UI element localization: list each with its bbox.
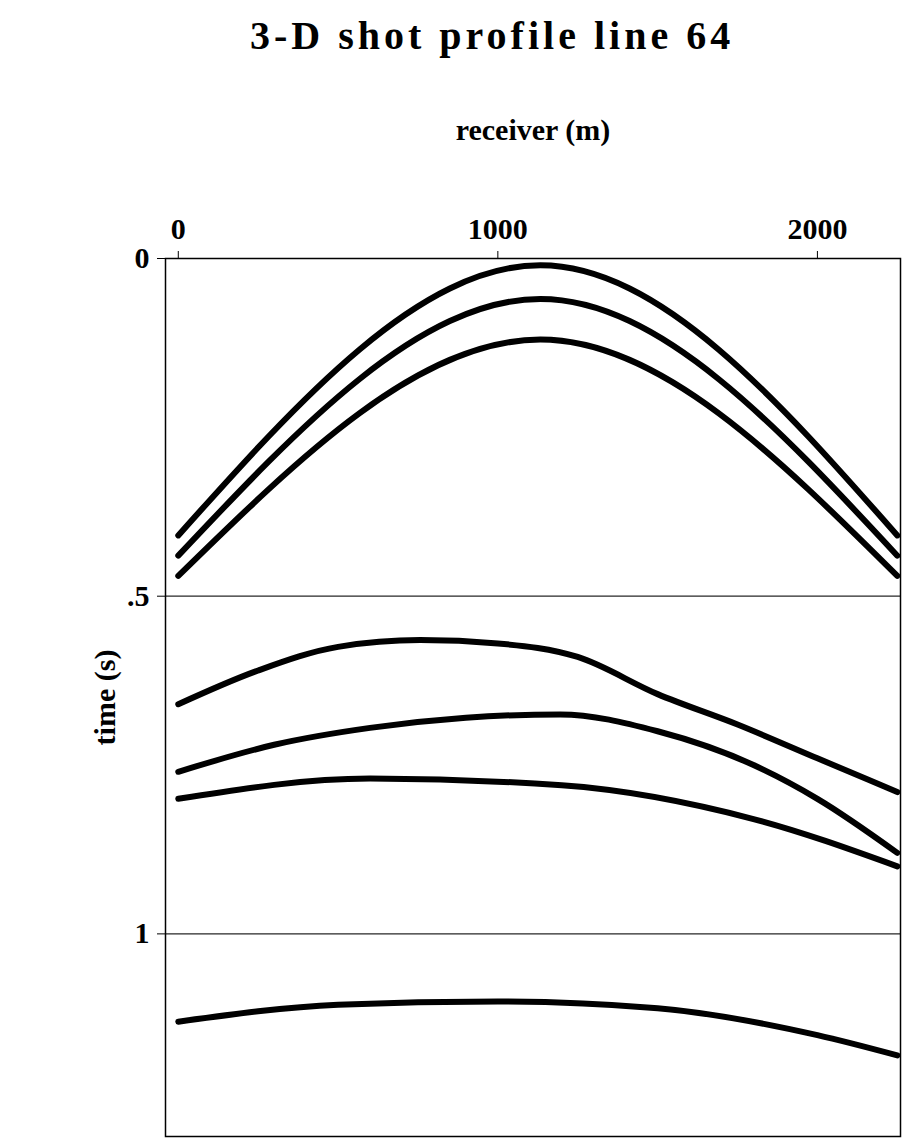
- html-text:3-D shot profile line 64: 3-D shot profile line 64: [250, 13, 735, 58]
- svg-text:0: 0: [135, 241, 150, 274]
- svg-text:.5: .5: [127, 579, 150, 612]
- svg-text:0: 0: [171, 212, 186, 245]
- svg-text:2000: 2000: [787, 212, 847, 245]
- svg-text:1: 1: [135, 916, 150, 949]
- svg-text:time (s): time (s): [88, 650, 122, 746]
- svg-text:receiver (m): receiver (m): [456, 113, 611, 147]
- svg-text:1000: 1000: [468, 212, 528, 245]
